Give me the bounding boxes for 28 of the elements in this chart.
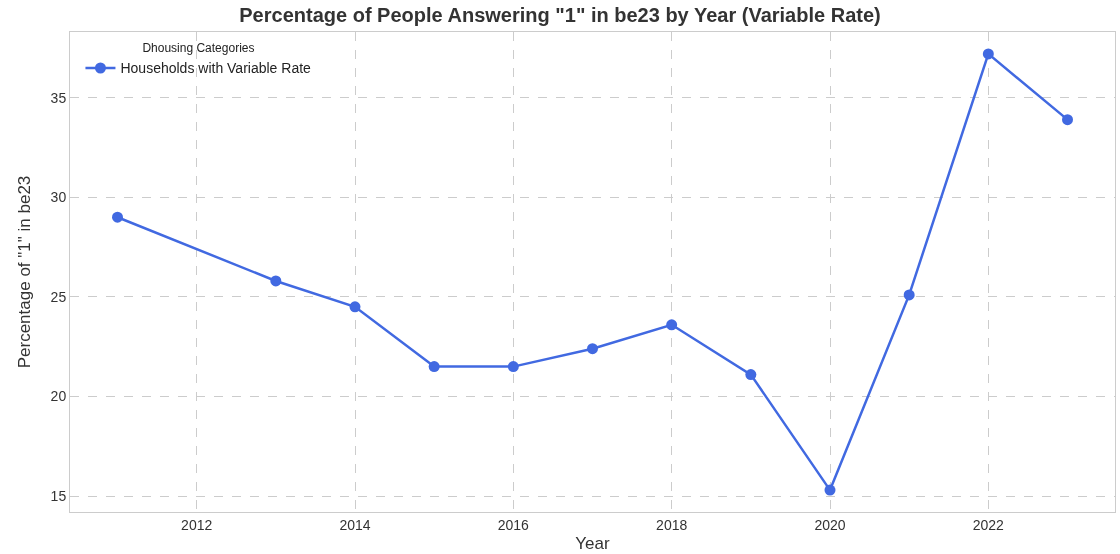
point — [745, 369, 757, 381]
y-tick-label: 20 — [50, 388, 67, 405]
point — [982, 48, 994, 60]
point — [428, 361, 440, 373]
chart-title: Percentage of People Answering "1" in be23 by Year (Variable Rate) — [239, 4, 881, 27]
legend-title: Dhousing Categories — [142, 41, 255, 56]
x-tick-label: 2014 — [339, 516, 371, 533]
x-tick-label: 2020 — [814, 516, 846, 533]
point — [270, 275, 282, 287]
point — [903, 289, 915, 301]
point — [1062, 114, 1073, 126]
y-tick-label: 25 — [50, 288, 67, 305]
point — [349, 301, 361, 313]
point — [112, 211, 123, 223]
x-tick-label: 2022 — [972, 516, 1005, 533]
point — [507, 361, 519, 373]
y-tick-label: 30 — [50, 189, 67, 206]
y-axis-title: Percentage of "1" in be23 — [15, 175, 35, 369]
legend-label: Households with Variable Rate — [120, 60, 312, 77]
x-tick-label: 2018 — [656, 516, 688, 533]
point — [587, 343, 598, 355]
point — [824, 484, 836, 496]
point — [666, 319, 678, 331]
y-tick-label: 35 — [50, 89, 67, 106]
x-tick-label: 2012 — [181, 516, 213, 533]
x-tick-label: 2016 — [497, 516, 530, 533]
y-tick-label: 15 — [50, 487, 67, 504]
x-axis-title: Year — [575, 534, 611, 554]
